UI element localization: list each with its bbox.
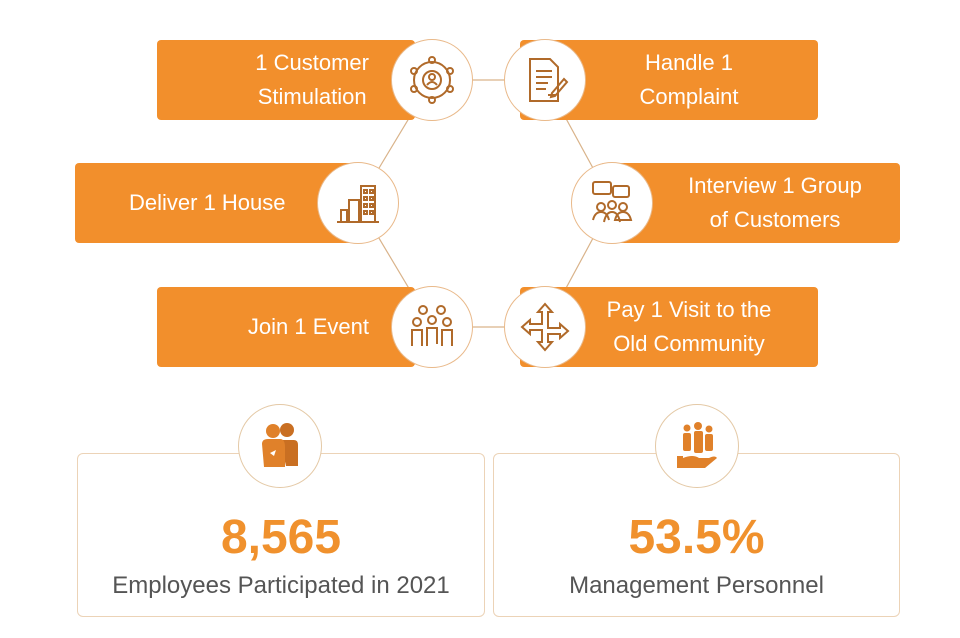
activity-label: Join 1 Event [247, 314, 369, 339]
activity-label: Old Community [613, 331, 765, 356]
activity-label: Handle 1 [644, 50, 734, 75]
stat-card-employees: 8,565 Employees Participated in 2021 [77, 453, 485, 617]
activity-label: Stimulation [257, 84, 367, 109]
document-pen-icon [504, 39, 586, 121]
activity-label: 1 Customer [255, 50, 369, 75]
activity-label: Deliver 1 House [129, 190, 286, 215]
buildings-icon [317, 162, 399, 244]
activity-deliver-house: Deliver 1 House [75, 163, 365, 243]
stat-value: 8,565 [220, 511, 342, 564]
stat-card-management: 53.5% Management Personnel [493, 453, 900, 617]
two-people-icon [238, 404, 322, 488]
stat-label: Employees Participated in 2021 [112, 572, 450, 599]
stat-label: Management Personnel [569, 572, 824, 599]
activity-label: Complaint [639, 84, 739, 109]
activity-label: Interview 1 Group [688, 173, 862, 198]
activity-customer-stimulation: 1 Customer Stimulation [157, 40, 415, 120]
four-arrows-icon [504, 286, 586, 368]
activity-label: of Customers [709, 207, 841, 232]
activity-label: Pay 1 Visit to the [606, 297, 772, 322]
group-chat-icon [571, 162, 653, 244]
people-in-hand-icon [655, 404, 739, 488]
stat-value: 53.5% [628, 511, 765, 564]
people-group-icon [391, 286, 473, 368]
network-person-icon [391, 39, 473, 121]
activity-join-event: Join 1 Event [157, 287, 415, 367]
